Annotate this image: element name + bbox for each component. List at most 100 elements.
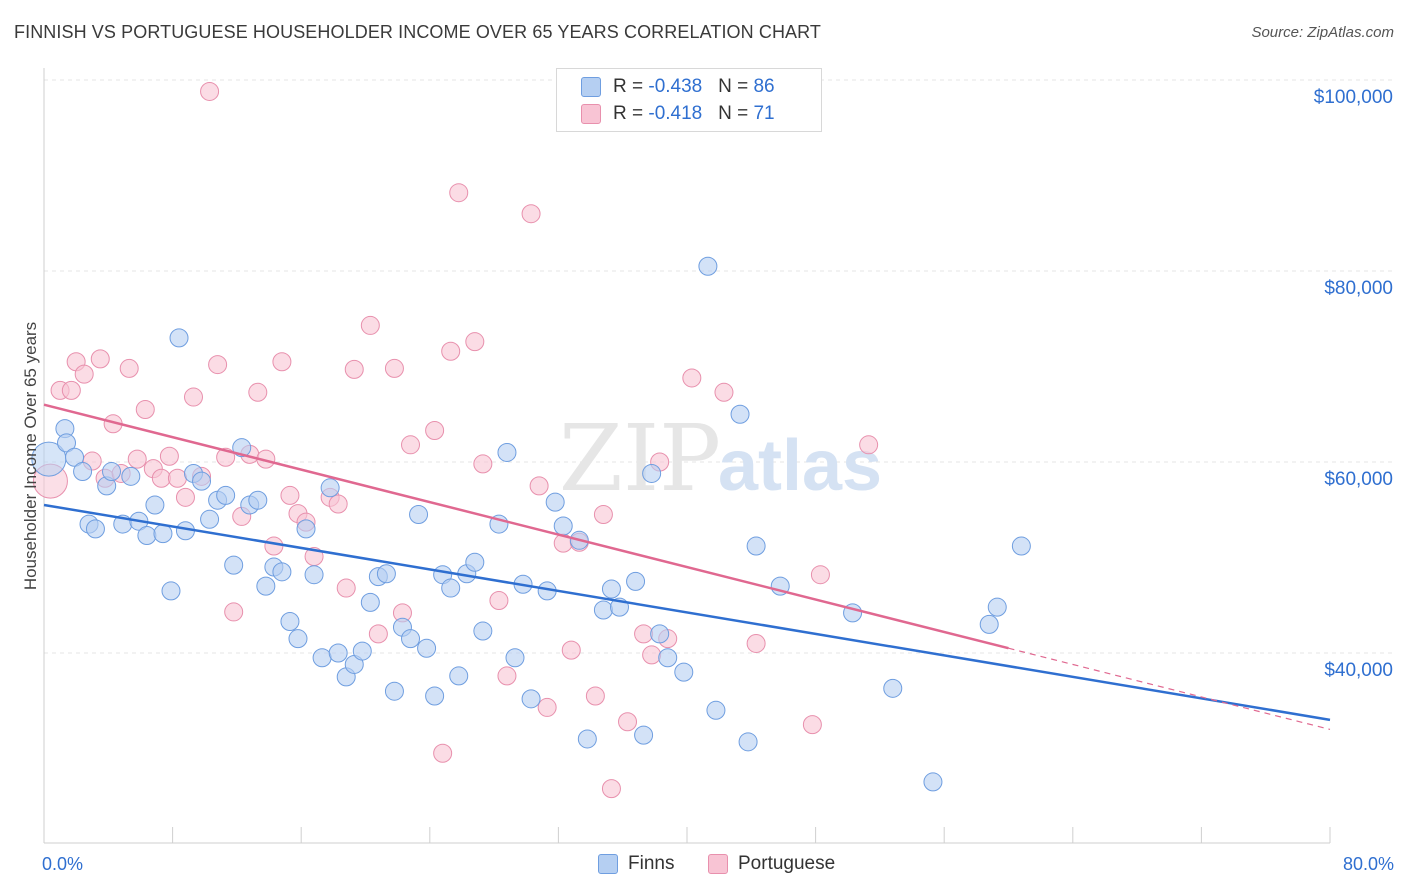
finns-point-82 [923,772,943,792]
portuguese-point-52 [529,476,549,496]
portuguese-point-49 [489,590,509,610]
finns-point-16 [169,328,189,348]
finns-r-label: R = [613,76,649,97]
portuguese-point-11 [127,449,147,469]
watermark-atlas: atlas [718,426,882,506]
portuguese-point-43 [425,420,445,440]
finns-point-77 [738,732,758,752]
portuguese-point-67 [746,633,766,653]
x-tick-label-max: 80.0% [1343,854,1394,874]
finns-point-14 [153,524,173,544]
portuguese-point-12 [135,399,155,419]
portuguese-point-47 [465,332,485,352]
finns-point-50 [441,578,461,598]
finns-point-74 [698,256,718,276]
portuguese-point-45 [441,341,461,361]
finns-point-26 [248,490,268,510]
finns-point-72 [658,648,678,668]
y-axis-label: Householder Income Over 65 years [21,322,40,590]
watermark-zip: ZIP [559,405,721,512]
finns-point-65 [593,600,613,620]
portuguese-point-21 [208,355,228,375]
finns-point-71 [650,624,670,644]
portuguese-point-60 [618,712,638,732]
portuguese-point-36 [336,578,356,598]
portuguese-point-14 [151,468,171,488]
finns-point-20 [200,509,220,529]
finns-point-54 [473,621,493,641]
finns-point-84 [987,597,1007,617]
portuguese-point-18 [183,387,203,407]
portuguese-point-53 [537,697,557,717]
finns-point-68 [626,571,646,591]
finns-point-57 [505,648,525,668]
portuguese-point-55 [561,640,581,660]
portuguese-point-26 [248,382,268,402]
portuguese-point-65 [682,368,702,388]
portuguese-point-38 [360,315,380,335]
finns-point-61 [545,492,565,512]
portuguese-point-69 [810,565,830,585]
finns-point-36 [328,643,348,663]
portuguese-point-66 [714,382,734,402]
portuguese-point-59 [601,779,621,799]
bottom-finns-swatch [598,854,618,874]
portuguese-r-label: R = [613,103,649,124]
finns-point-15 [161,581,181,601]
portuguese-point-15 [159,446,179,466]
finns-point-69 [634,725,654,745]
finns-point-43 [384,681,404,701]
portuguese-point-20 [200,81,220,101]
finns-point-70 [642,463,662,483]
portuguese-point-37 [344,359,364,379]
portuguese-point-29 [272,352,292,372]
portuguese-point-39 [368,624,388,644]
finns-n-value: 86 [753,76,775,97]
y-tick-label-3: $100,000 [1314,87,1393,108]
series-finns [31,256,1031,792]
finns-point-62 [553,516,573,536]
finns-point-81 [883,678,903,698]
finns-point-32 [296,519,316,539]
finns-point-33 [304,565,324,585]
portuguese-point-57 [585,686,605,706]
finns-point-83 [979,614,999,634]
portuguese-trend-extension [1008,647,1331,730]
bottom-finns-label: Finns [628,853,675,874]
finns-point-47 [417,638,437,658]
finns-point-48 [425,686,445,706]
finns-point-6 [85,519,105,539]
finns-point-66 [601,579,621,599]
finns-point-31 [288,629,308,649]
finns-point-22 [216,485,236,505]
grid-lines [44,79,1392,654]
portuguese-point-68 [802,715,822,735]
bottom-portuguese-swatch [708,854,728,874]
finns-point-24 [232,438,252,458]
portuguese-point-10 [119,358,139,378]
portuguese-n-value: 71 [753,103,775,124]
finns-point-19 [192,471,212,491]
portuguese-point-30 [280,485,300,505]
portuguese-point-42 [401,435,421,455]
finns-point-78 [746,536,766,556]
finns-point-2 [57,433,77,453]
finns-point-75 [706,700,726,720]
portuguese-point-61 [634,624,654,644]
portuguese-point-44 [433,743,453,763]
portuguese-point-46 [449,183,469,203]
portuguese-trend-line [43,403,1009,650]
portuguese-point-28 [264,536,284,556]
portuguese-point-35 [328,494,348,514]
finns-point-35 [320,478,340,498]
finns-point-13 [145,495,165,515]
portuguese-point-4 [74,364,94,384]
portuguese-point-16 [167,468,187,488]
finns-point-73 [674,662,694,682]
legend: R = -0.438 N = 86 R = -0.418 N = 71 [556,68,822,132]
finns-point-30 [280,611,300,631]
finns-point-46 [409,505,429,525]
portuguese-point-23 [224,602,244,622]
finns-point-40 [360,592,380,612]
